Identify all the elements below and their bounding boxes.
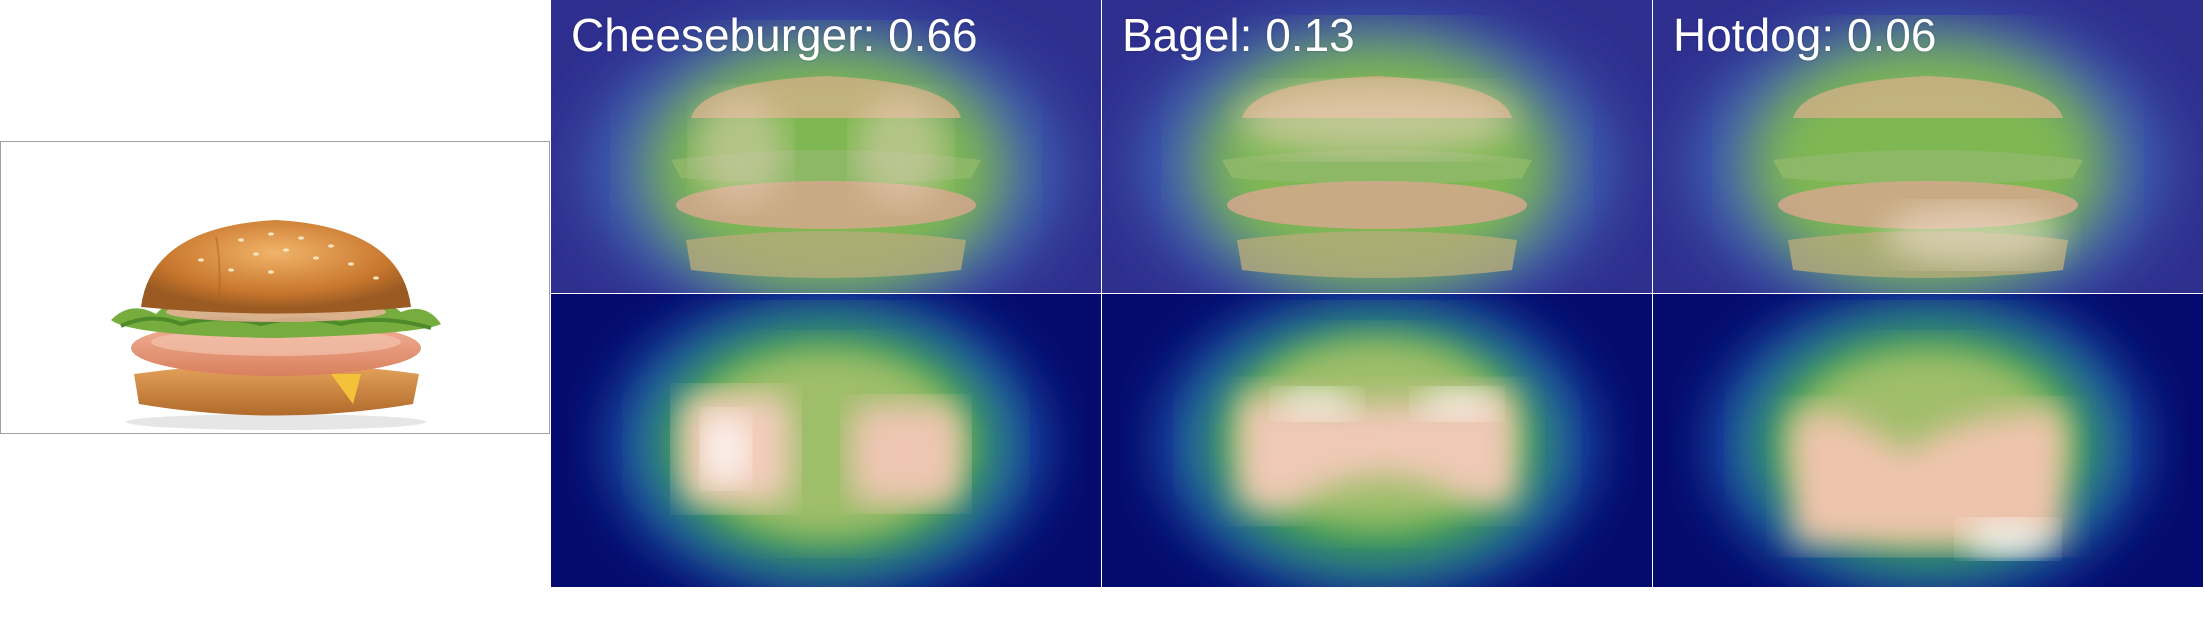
bagel-heatmap	[1102, 294, 1652, 587]
class-score-label: Cheeseburger: 0.66	[571, 9, 978, 61]
overlay-panel-hotdog: Hotdog: 0.06	[1653, 0, 2203, 293]
heatmap-panel-hotdog	[1653, 294, 2203, 587]
grid-divider	[550, 0, 551, 587]
cheeseburger-heatmap	[551, 294, 1101, 587]
heatmap-panel-bagel	[1102, 294, 1652, 587]
heatmap-panel-cheeseburger	[551, 294, 1101, 587]
class-score-label: Bagel: 0.13	[1122, 9, 1355, 61]
hotdog-overlay-heatmap	[1653, 0, 2203, 293]
overlay-panel-cheeseburger: Cheeseburger: 0.66	[551, 0, 1101, 293]
bagel-overlay-heatmap	[1102, 0, 1652, 293]
cheeseburger-overlay-heatmap	[551, 0, 1101, 293]
overlay-panel-bagel: Bagel: 0.13	[1102, 0, 1652, 293]
grid-divider	[551, 293, 2205, 294]
class-score-label: Hotdog: 0.06	[1673, 9, 1937, 61]
burger-photo	[1, 142, 549, 433]
hotdog-heatmap	[1653, 294, 2203, 587]
original-image	[0, 141, 550, 434]
